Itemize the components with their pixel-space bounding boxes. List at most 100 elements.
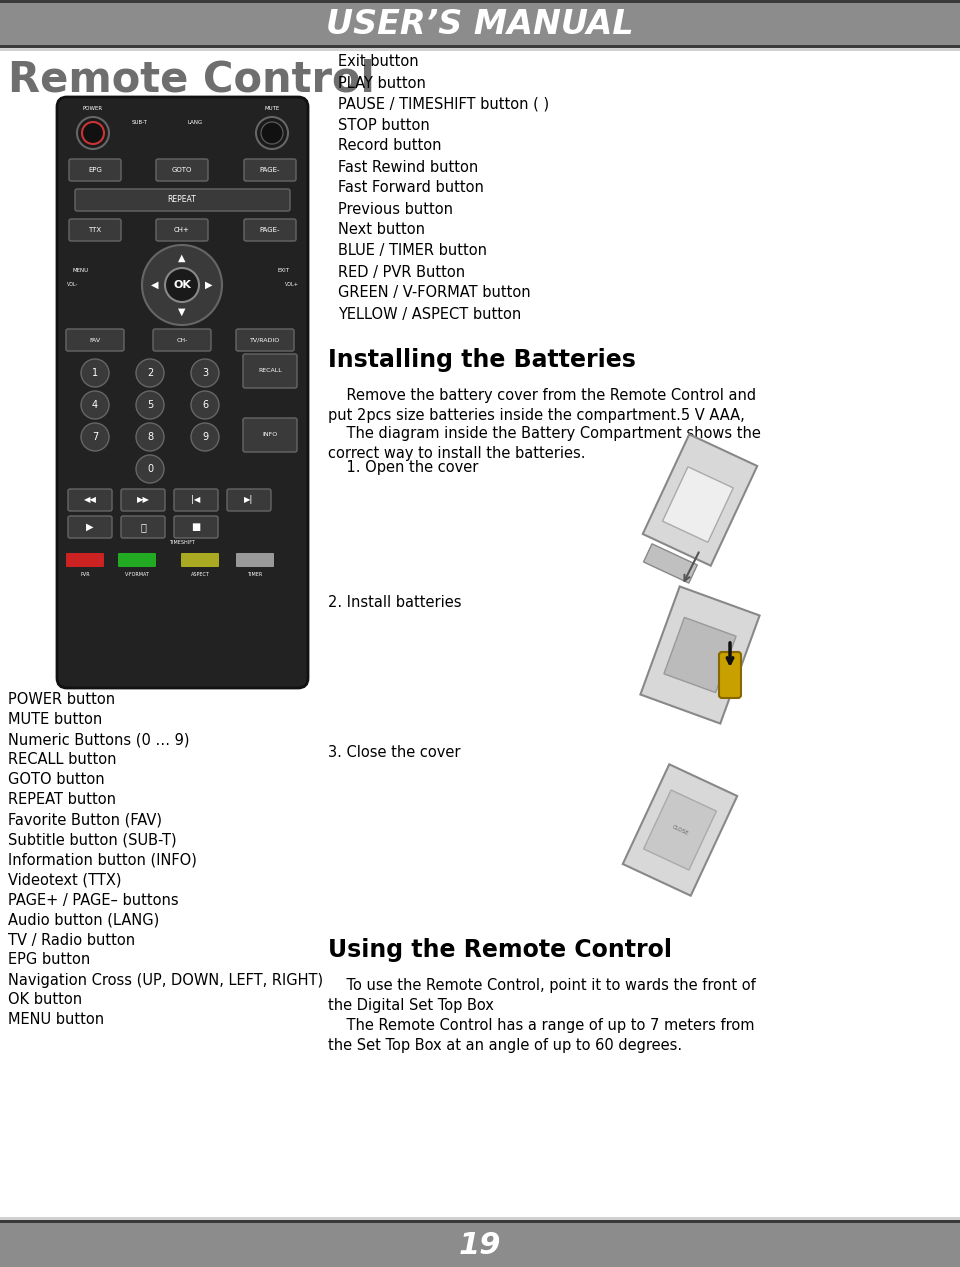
- Text: PAUSE / TIMESHIFT button ( ): PAUSE / TIMESHIFT button ( ): [338, 96, 549, 111]
- Text: 19: 19: [459, 1230, 501, 1259]
- FancyBboxPatch shape: [244, 158, 296, 181]
- Circle shape: [136, 359, 164, 386]
- Text: ▼: ▼: [179, 307, 185, 317]
- FancyBboxPatch shape: [66, 552, 104, 568]
- Circle shape: [136, 455, 164, 483]
- Text: ASPECT: ASPECT: [191, 571, 209, 576]
- Text: STOP button: STOP button: [338, 118, 430, 133]
- Circle shape: [256, 117, 288, 150]
- Text: Remove the battery cover from the Remote Control and
put 2pcs size batteries ins: Remove the battery cover from the Remote…: [328, 388, 756, 423]
- Text: OK button: OK button: [8, 992, 83, 1007]
- FancyBboxPatch shape: [121, 489, 165, 511]
- Circle shape: [81, 423, 109, 451]
- Text: EPG: EPG: [88, 167, 102, 174]
- Polygon shape: [643, 544, 697, 583]
- Text: Using the Remote Control: Using the Remote Control: [328, 938, 672, 962]
- Text: 0: 0: [147, 464, 153, 474]
- Text: Subtitle button (SUB-T): Subtitle button (SUB-T): [8, 832, 177, 848]
- FancyBboxPatch shape: [153, 329, 211, 351]
- Text: 1. Open the cover: 1. Open the cover: [328, 460, 478, 475]
- Text: 3. Close the cover: 3. Close the cover: [328, 745, 461, 760]
- Text: 2: 2: [147, 367, 154, 378]
- Text: V-FORMAT: V-FORMAT: [125, 571, 150, 576]
- FancyBboxPatch shape: [121, 516, 165, 538]
- Text: EXIT: EXIT: [278, 267, 290, 272]
- Text: RECALL button: RECALL button: [8, 753, 116, 768]
- Text: ▲: ▲: [179, 253, 185, 264]
- Text: VOL+: VOL+: [285, 283, 299, 288]
- Text: CH+: CH+: [174, 227, 190, 233]
- FancyBboxPatch shape: [118, 552, 156, 568]
- Circle shape: [165, 269, 199, 302]
- Text: Audio button (LANG): Audio button (LANG): [8, 912, 159, 927]
- Text: Previous button: Previous button: [338, 201, 453, 217]
- Circle shape: [136, 423, 164, 451]
- Circle shape: [81, 359, 109, 386]
- Text: PLAY button: PLAY button: [338, 76, 426, 90]
- Circle shape: [136, 392, 164, 419]
- Text: Favorite Button (FAV): Favorite Button (FAV): [8, 812, 162, 827]
- Text: 9: 9: [202, 432, 208, 442]
- Text: PAGE-: PAGE-: [260, 167, 280, 174]
- Text: Exit button: Exit button: [338, 54, 419, 70]
- FancyBboxPatch shape: [174, 516, 218, 538]
- Circle shape: [191, 359, 219, 386]
- FancyBboxPatch shape: [66, 329, 124, 351]
- Circle shape: [82, 122, 104, 144]
- Text: FAV: FAV: [89, 337, 101, 342]
- Text: PAGE+ / PAGE– buttons: PAGE+ / PAGE– buttons: [8, 892, 179, 907]
- FancyBboxPatch shape: [156, 219, 208, 241]
- Text: EPG button: EPG button: [8, 953, 90, 968]
- Text: ◀◀: ◀◀: [84, 495, 97, 504]
- FancyBboxPatch shape: [75, 189, 290, 212]
- FancyBboxPatch shape: [236, 329, 294, 351]
- Polygon shape: [643, 791, 716, 870]
- Text: LANG: LANG: [187, 120, 203, 125]
- FancyBboxPatch shape: [68, 516, 112, 538]
- Text: MUTE button: MUTE button: [8, 712, 103, 727]
- FancyBboxPatch shape: [69, 158, 121, 181]
- FancyBboxPatch shape: [57, 98, 308, 688]
- Text: GOTO: GOTO: [172, 167, 192, 174]
- FancyBboxPatch shape: [236, 552, 274, 568]
- Text: SUB-T: SUB-T: [132, 120, 148, 125]
- Text: ▶: ▶: [205, 280, 213, 290]
- Circle shape: [142, 245, 222, 326]
- Bar: [0, 0, 960, 3]
- Text: Videotext (TTX): Videotext (TTX): [8, 873, 122, 887]
- Text: RED / PVR Button: RED / PVR Button: [338, 265, 466, 280]
- Text: The Remote Control has a range of up to 7 meters from
the Set Top Box at an angl: The Remote Control has a range of up to …: [328, 1017, 755, 1053]
- Text: POWER: POWER: [83, 106, 103, 111]
- Text: TIMER: TIMER: [248, 571, 263, 576]
- Text: CH-: CH-: [177, 337, 188, 342]
- Circle shape: [81, 392, 109, 419]
- FancyBboxPatch shape: [244, 219, 296, 241]
- Polygon shape: [623, 764, 737, 896]
- Text: Installing the Batteries: Installing the Batteries: [328, 348, 636, 372]
- Text: CLOSE: CLOSE: [671, 824, 689, 836]
- Text: VOL-: VOL-: [67, 283, 79, 288]
- Text: TTX: TTX: [88, 227, 102, 233]
- Text: ▶: ▶: [86, 522, 94, 532]
- FancyBboxPatch shape: [227, 489, 271, 511]
- Text: ▶|: ▶|: [244, 495, 253, 504]
- Text: GOTO button: GOTO button: [8, 773, 105, 788]
- Text: ■: ■: [191, 522, 201, 532]
- Text: MUTE: MUTE: [264, 106, 279, 111]
- Bar: [0, 1223, 960, 1267]
- Text: 3: 3: [202, 367, 208, 378]
- Text: Navigation Cross (UP, DOWN, LEFT, RIGHT): Navigation Cross (UP, DOWN, LEFT, RIGHT): [8, 973, 324, 987]
- FancyBboxPatch shape: [719, 653, 741, 698]
- Text: USER’S MANUAL: USER’S MANUAL: [326, 8, 634, 41]
- Bar: [0, 1220, 960, 1223]
- Text: |◀: |◀: [191, 495, 201, 504]
- Bar: [0, 46, 960, 48]
- FancyBboxPatch shape: [156, 158, 208, 181]
- Text: 7: 7: [92, 432, 98, 442]
- FancyBboxPatch shape: [174, 489, 218, 511]
- Text: TIMESHIFT: TIMESHIFT: [169, 541, 195, 546]
- Bar: [0, 48, 960, 51]
- Text: TV/RADIO: TV/RADIO: [250, 337, 280, 342]
- Circle shape: [77, 117, 109, 150]
- Text: 1: 1: [92, 367, 98, 378]
